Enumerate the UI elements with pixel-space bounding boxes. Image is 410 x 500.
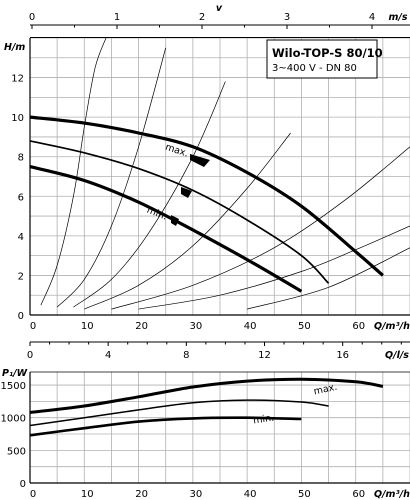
power-label-max: max. bbox=[313, 382, 338, 398]
h-axis-label: H/m bbox=[4, 42, 25, 53]
system-curve bbox=[111, 146, 410, 310]
velocity-unit-label: m/s bbox=[388, 12, 407, 23]
p-axis-label: P₁/W bbox=[2, 368, 28, 379]
power-label-min: min. bbox=[253, 413, 275, 427]
qls-tick-label: 8 bbox=[183, 350, 189, 361]
q-tick-label-top: 30 bbox=[189, 321, 202, 332]
speed-marker-mid bbox=[181, 187, 192, 198]
qls-axis-label: Q/l/s bbox=[385, 350, 409, 361]
h-tick-label: 10 bbox=[11, 113, 24, 124]
h-tick-label: 4 bbox=[18, 232, 24, 243]
velocity-tick-label: 1 bbox=[114, 12, 120, 23]
h-tick-label: 0 bbox=[18, 311, 24, 322]
h-tick-label: 8 bbox=[18, 153, 24, 164]
system-curve bbox=[84, 132, 291, 310]
power-curve-max bbox=[29, 377, 384, 414]
h-tick-label: 12 bbox=[11, 74, 24, 85]
q-axis-label-bottom: Q/m³/h bbox=[374, 489, 410, 500]
q-tick-label-top: 0 bbox=[30, 321, 36, 332]
velocity-tick-label: 2 bbox=[199, 12, 205, 23]
q-tick-label-bottom: 50 bbox=[298, 489, 311, 500]
h-tick-label: 6 bbox=[18, 192, 24, 203]
title-box bbox=[266, 39, 378, 79]
p-tick-label: 0 bbox=[20, 479, 26, 490]
power-curve-min bbox=[29, 416, 302, 437]
chart-title: Wilo-TOP-S 80/10 bbox=[272, 46, 383, 60]
qls-tick-label: 16 bbox=[336, 350, 349, 361]
p-tick-label: 1000 bbox=[1, 414, 26, 425]
pump-curve-mid bbox=[29, 140, 330, 284]
q-tick-label-bottom: 60 bbox=[352, 489, 365, 500]
velocity-tick-label: 0 bbox=[29, 12, 35, 23]
qls-tick-label: 12 bbox=[258, 350, 271, 361]
q-tick-label-bottom: 10 bbox=[81, 489, 94, 500]
q-tick-label-top: 20 bbox=[135, 321, 148, 332]
system-curve bbox=[56, 47, 167, 308]
q-tick-label-bottom: 30 bbox=[189, 489, 202, 500]
qls-tick-label: 0 bbox=[27, 350, 33, 361]
system-curve bbox=[138, 225, 410, 310]
q-tick-label-top: 60 bbox=[352, 321, 365, 332]
q-tick-label-bottom: 0 bbox=[30, 489, 36, 500]
pump-curve-max bbox=[29, 115, 384, 277]
h-tick-label: 2 bbox=[18, 271, 24, 282]
chart-subtitle: 3~400 V - DN 80 bbox=[272, 63, 357, 74]
system-curve bbox=[40, 37, 107, 306]
p-tick-label: 1500 bbox=[1, 381, 26, 392]
system-curve bbox=[247, 247, 410, 310]
pump-curve-min bbox=[29, 165, 303, 293]
q-axis-label-top: Q/m³/h bbox=[374, 321, 410, 332]
p-tick-label: 500 bbox=[7, 446, 26, 457]
q-tick-label-top: 40 bbox=[244, 321, 257, 332]
qls-tick-label: 4 bbox=[105, 350, 111, 361]
system-curve bbox=[73, 81, 226, 308]
q-tick-label-top: 50 bbox=[298, 321, 311, 332]
power-curve-mid bbox=[29, 399, 329, 427]
speed-marker-max bbox=[190, 154, 210, 167]
velocity-tick-label: 3 bbox=[284, 12, 290, 23]
speed-marker-min bbox=[171, 215, 179, 226]
velocity-axis-label: v bbox=[216, 3, 223, 14]
q-tick-label-top: 10 bbox=[81, 321, 94, 332]
q-tick-label-bottom: 40 bbox=[244, 489, 257, 500]
velocity-tick-label: 4 bbox=[369, 12, 375, 23]
q-tick-label-bottom: 20 bbox=[135, 489, 148, 500]
